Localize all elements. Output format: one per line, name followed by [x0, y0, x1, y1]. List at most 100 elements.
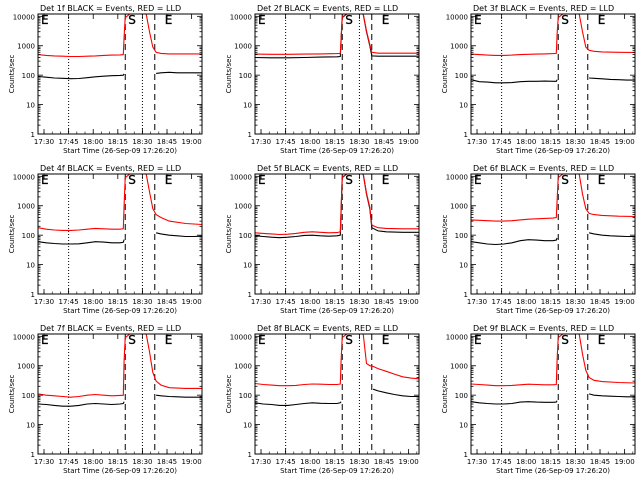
y-tick-label: 10000 [13, 333, 35, 341]
panel-title: Det 2f BLACK = Events, RED = LLD [257, 4, 398, 13]
y-axis-label: Counts/sec [8, 215, 16, 254]
x-tick-label: 18:15 [108, 458, 128, 466]
x-tick-label: 18:30 [132, 458, 152, 466]
segment-marker-e: E [41, 333, 49, 347]
x-tick-label: 17:45 [492, 138, 512, 146]
plot-frame [254, 333, 420, 455]
segment-marker-e: E [258, 13, 266, 27]
panel-title: Det 7f BLACK = Events, RED = LLD [40, 324, 181, 333]
y-tick-label: 1 [248, 291, 252, 299]
x-tick-label: 18:00 [516, 458, 536, 466]
x-tick-label: 18:30 [349, 458, 369, 466]
x-tick-label: 18:30 [565, 298, 585, 306]
segment-marker-e: E [598, 13, 606, 27]
y-tick-label: 10000 [230, 13, 252, 21]
y-tick-label: 10000 [13, 173, 35, 181]
x-tick-label: 18:00 [516, 298, 536, 306]
y-tick-label: 10 [243, 102, 252, 110]
y-tick-label: 100 [22, 392, 35, 400]
x-tick-label: 19:00 [182, 458, 202, 466]
y-axis-label: Counts/sec [441, 55, 449, 94]
x-tick-label: 18:15 [325, 458, 345, 466]
segment-marker-e: E [165, 333, 173, 347]
y-tick-label: 100 [239, 392, 252, 400]
panel-title: Det 3f BLACK = Events, RED = LLD [473, 4, 614, 13]
y-tick-label: 1 [464, 291, 468, 299]
segment-marker-e: E [41, 173, 49, 187]
series-line-events [255, 14, 419, 59]
x-tick-label: 18:45 [157, 458, 177, 466]
y-tick-label: 100 [455, 392, 468, 400]
y-tick-label: 100 [239, 72, 252, 80]
x-tick-label: 19:00 [399, 298, 419, 306]
x-tick-label: 17:30 [467, 458, 487, 466]
x-tick-label: 17:45 [276, 138, 296, 146]
y-tick-label: 10000 [446, 13, 468, 21]
series-line-events [471, 232, 635, 246]
y-tick-label: 10 [26, 262, 35, 270]
series-line-lld [471, 334, 635, 387]
plot-frame [470, 173, 636, 295]
x-tick-label: 18:30 [565, 138, 585, 146]
x-axis-label: Start Time (26-Sep-09 17:26:20) [280, 147, 394, 155]
x-tick-label: 17:45 [59, 138, 79, 146]
x-tick-label: 18:15 [108, 138, 128, 146]
y-tick-label: 1 [31, 451, 35, 459]
y-tick-label: 1 [31, 291, 35, 299]
series-line-events [255, 388, 419, 406]
x-tick-label: 17:30 [34, 298, 54, 306]
x-tick-label: 18:15 [325, 138, 345, 146]
segment-marker-s: S [128, 333, 136, 347]
series-line-events [38, 71, 202, 80]
series-line-lld [38, 334, 202, 398]
x-tick-label: 17:30 [251, 458, 271, 466]
y-tick-label: 10 [243, 262, 252, 270]
x-tick-label: 19:00 [615, 458, 635, 466]
series-line-lld [38, 14, 202, 58]
x-tick-label: 19:00 [182, 138, 202, 146]
x-tick-label: 18:45 [157, 298, 177, 306]
y-tick-label: 100 [455, 72, 468, 80]
y-tick-label: 10000 [446, 333, 468, 341]
x-tick-label: 17:30 [467, 298, 487, 306]
panel-title: Det 6f BLACK = Events, RED = LLD [473, 164, 614, 173]
series-line-lld [471, 14, 635, 56]
y-tick-label: 10 [459, 262, 468, 270]
x-tick-label: 17:30 [34, 458, 54, 466]
y-tick-label: 1000 [234, 43, 252, 51]
x-tick-label: 18:45 [590, 298, 610, 306]
segment-marker-e: E [165, 13, 173, 27]
x-tick-label: 17:45 [492, 298, 512, 306]
x-tick-label: 18:00 [300, 458, 320, 466]
segment-marker-e: E [382, 13, 390, 27]
segment-marker-s: S [345, 173, 353, 187]
x-axis-label: Start Time (26-Sep-09 17:26:20) [63, 467, 177, 475]
y-tick-label: 100 [455, 232, 468, 240]
x-tick-label: 17:45 [59, 458, 79, 466]
segment-marker-s: S [561, 13, 569, 27]
y-tick-label: 1 [464, 451, 468, 459]
x-tick-label: 17:45 [492, 458, 512, 466]
x-tick-label: 18:45 [374, 458, 394, 466]
x-tick-label: 18:45 [374, 138, 394, 146]
y-axis-label: Counts/sec [225, 215, 233, 254]
series-line-lld [255, 14, 419, 55]
y-tick-label: 100 [22, 72, 35, 80]
x-tick-label: 19:00 [615, 298, 635, 306]
x-axis-label: Start Time (26-Sep-09 17:26:20) [63, 147, 177, 155]
x-tick-label: 18:45 [590, 138, 610, 146]
x-axis-label: Start Time (26-Sep-09 17:26:20) [63, 307, 177, 315]
segment-marker-e: E [474, 13, 482, 27]
y-tick-label: 10000 [13, 13, 35, 21]
panel-title: Det 4f BLACK = Events, RED = LLD [40, 164, 181, 173]
segment-marker-s: S [561, 173, 569, 187]
x-tick-label: 18:45 [374, 298, 394, 306]
y-axis-label: Counts/sec [8, 375, 16, 414]
segment-marker-e: E [474, 173, 482, 187]
plot-frame [470, 333, 636, 455]
x-tick-label: 18:15 [541, 458, 561, 466]
x-tick-label: 17:45 [59, 298, 79, 306]
